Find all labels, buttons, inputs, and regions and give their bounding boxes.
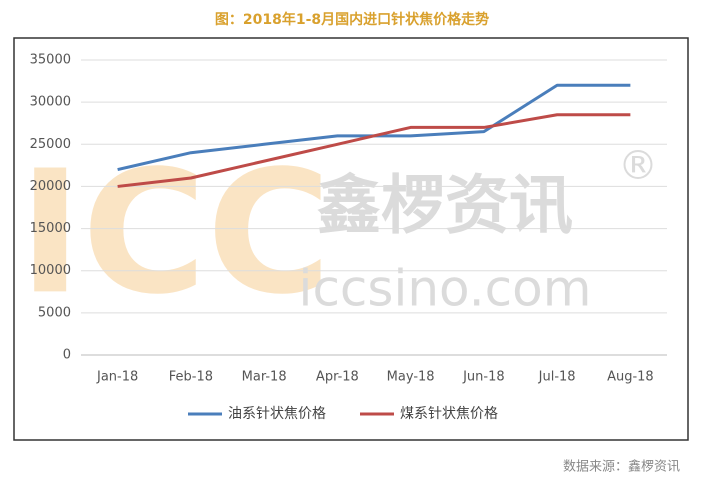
- x-tick-label: Aug-18: [607, 370, 654, 385]
- series-line: [117, 113, 631, 188]
- y-tick-label: 30000: [30, 95, 71, 110]
- y-tick-label: 15000: [30, 221, 71, 236]
- watermark-mark: ®: [618, 143, 658, 189]
- watermark-name: 鑫椤资讯: [317, 170, 573, 244]
- y-tick-label: 35000: [30, 53, 71, 68]
- watermark: ICC 鑫椤资讯 iccsino.com ®: [19, 134, 658, 332]
- x-tick-label: Feb-18: [169, 370, 213, 385]
- watermark-url: iccsino.com: [299, 260, 592, 318]
- source: 数据来源：鑫椤资讯: [563, 459, 680, 475]
- y-tick-label: 25000: [30, 137, 71, 152]
- y-tick-label: 5000: [38, 305, 71, 320]
- x-tick-label: Apr-18: [316, 370, 359, 385]
- chart-frame: [13, 37, 689, 441]
- chart-title: 图：2018年1-8月国内进口针状焦价格走势: [215, 11, 489, 28]
- x-tick-label: Jun-18: [462, 370, 505, 385]
- watermark-logo: ICC: [19, 134, 332, 332]
- y-tick-label: 0: [63, 348, 71, 363]
- legend-label: 油系针状焦价格: [228, 406, 326, 422]
- x-tick-label: May-18: [387, 370, 435, 385]
- x-tick-label: Jul-18: [538, 370, 576, 385]
- x-tick-label: Jan-18: [96, 370, 138, 385]
- x-tick-label: Mar-18: [242, 370, 287, 385]
- y-tick-label: 10000: [30, 263, 71, 278]
- y-tick-label: 20000: [30, 179, 71, 194]
- legend-label: 煤系针状焦价格: [400, 406, 498, 422]
